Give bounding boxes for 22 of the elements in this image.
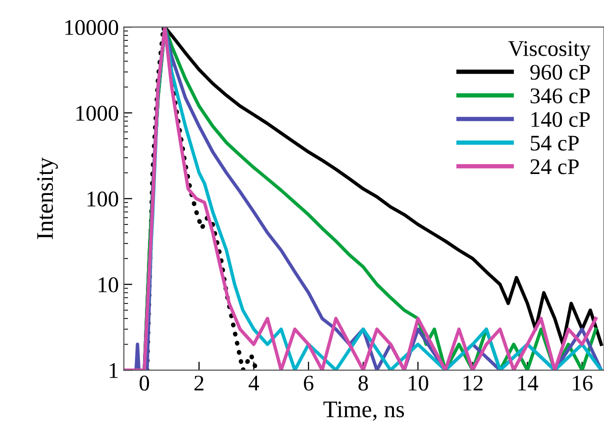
x-tick-label: 6 [304,376,314,391]
y-tick-label: 100 [88,192,118,207]
legend-title: Viscosity [508,41,591,61]
y-tick-label: 10 [98,277,118,292]
x-tick-label: 14 [518,376,538,390]
legend-label: 140 cP [532,112,590,127]
y-tick-label: 1 [110,363,118,378]
y-axis-title: Intensity [37,157,58,240]
legend-label: 54 cP [530,136,579,151]
legend-label: 24 cP [530,159,579,174]
x-tick-label: 8 [358,376,368,391]
x-tick-label: 12 [464,376,483,390]
x-tick-label: 0 [140,376,150,391]
x-tick-label: 4 [248,376,259,390]
x-axis-title: Time, ns [323,401,404,421]
x-tick-label: 2 [194,376,204,390]
y-tick-label: 10000 [65,20,118,36]
x-tick-label: 10 [408,376,428,391]
legend-label: 960 cP [530,64,590,80]
x-tick-label: 16 [572,376,593,391]
y-tick-label: 1000 [76,106,118,121]
legend-label: 346 cP [530,88,590,104]
